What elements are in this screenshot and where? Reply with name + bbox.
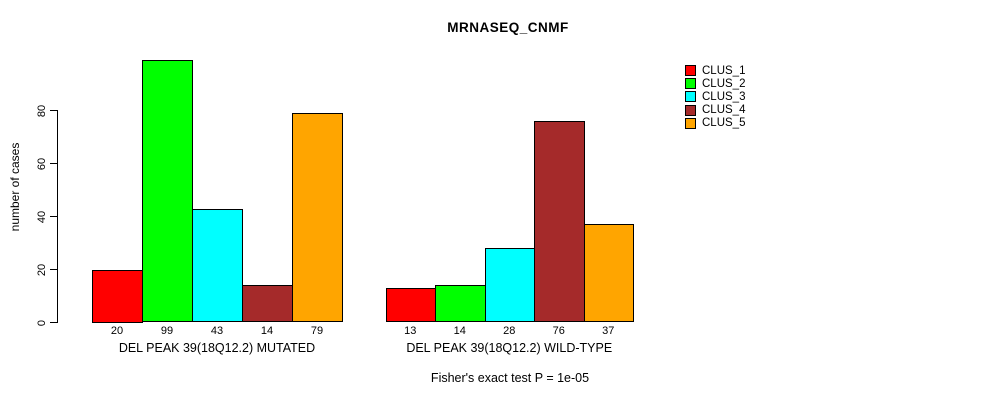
bar-clus_1 — [385, 288, 436, 323]
legend-row: CLUS_3 — [685, 90, 745, 103]
y-tick-label: 0 — [36, 319, 48, 326]
bar-value-label: 14 — [453, 325, 466, 337]
legend-label: CLUS_2 — [702, 77, 746, 90]
legend-row: CLUS_4 — [685, 104, 745, 117]
chart-title: MRNASEQ_CNMF — [447, 20, 569, 35]
y-tick-label: 40 — [36, 210, 48, 223]
y-tick-mark — [50, 110, 57, 111]
bar-value-label: 37 — [602, 325, 615, 337]
legend-swatch — [685, 91, 696, 103]
bar-value-label: 79 — [310, 325, 324, 337]
y-axis-line — [57, 110, 58, 323]
y-tick-mark — [50, 269, 57, 270]
y-tick-label: 60 — [36, 157, 48, 170]
legend-row: CLUS_1 — [685, 64, 745, 77]
bar-clus_4 — [242, 285, 293, 323]
bar-clus_5 — [583, 224, 634, 323]
bar-value-label: 76 — [552, 325, 565, 337]
group-label: DEL PEAK 39(18Q12.2) WILD-TYPE — [406, 341, 613, 355]
y-tick-label: 80 — [36, 104, 48, 117]
bar-clus_3 — [484, 248, 535, 323]
legend-swatch — [685, 104, 696, 116]
footnote: Fisher's exact test P = 1e-05 — [430, 371, 590, 385]
bar-value-label: 28 — [503, 325, 516, 337]
y-tick-mark — [50, 163, 57, 164]
group-label: DEL PEAK 39(18Q12.2) MUTATED — [118, 341, 316, 355]
bar-clus_1 — [92, 269, 143, 323]
bar-value-label: 43 — [210, 325, 224, 337]
bar-value-label: 99 — [160, 325, 174, 337]
legend-row: CLUS_2 — [685, 77, 745, 90]
bar-clus_2 — [435, 285, 486, 323]
bar-clus_3 — [192, 208, 243, 323]
legend-label: CLUS_5 — [702, 117, 746, 130]
legend-swatch — [685, 65, 696, 77]
bar-value-label: 14 — [260, 325, 274, 337]
bar-clus_4 — [534, 121, 585, 323]
y-tick-mark — [50, 322, 57, 323]
legend-label: CLUS_3 — [702, 90, 746, 103]
y-axis-title: number of cases — [8, 142, 22, 232]
y-tick-mark — [50, 216, 57, 217]
y-tick-label: 20 — [36, 263, 48, 276]
bar-clus_5 — [292, 113, 343, 323]
legend-label: CLUS_4 — [702, 104, 746, 117]
bar-value-label: 13 — [404, 325, 417, 337]
bar-clus_2 — [142, 60, 193, 323]
legend-row: CLUS_5 — [685, 117, 745, 130]
bar-value-label: 20 — [110, 325, 124, 337]
legend-swatch — [685, 78, 696, 90]
legend-label: CLUS_1 — [702, 64, 746, 77]
legend: CLUS_1 CLUS_2 CLUS_3 CLUS_4 CLUS_5 — [685, 64, 745, 130]
legend-swatch — [685, 117, 696, 129]
